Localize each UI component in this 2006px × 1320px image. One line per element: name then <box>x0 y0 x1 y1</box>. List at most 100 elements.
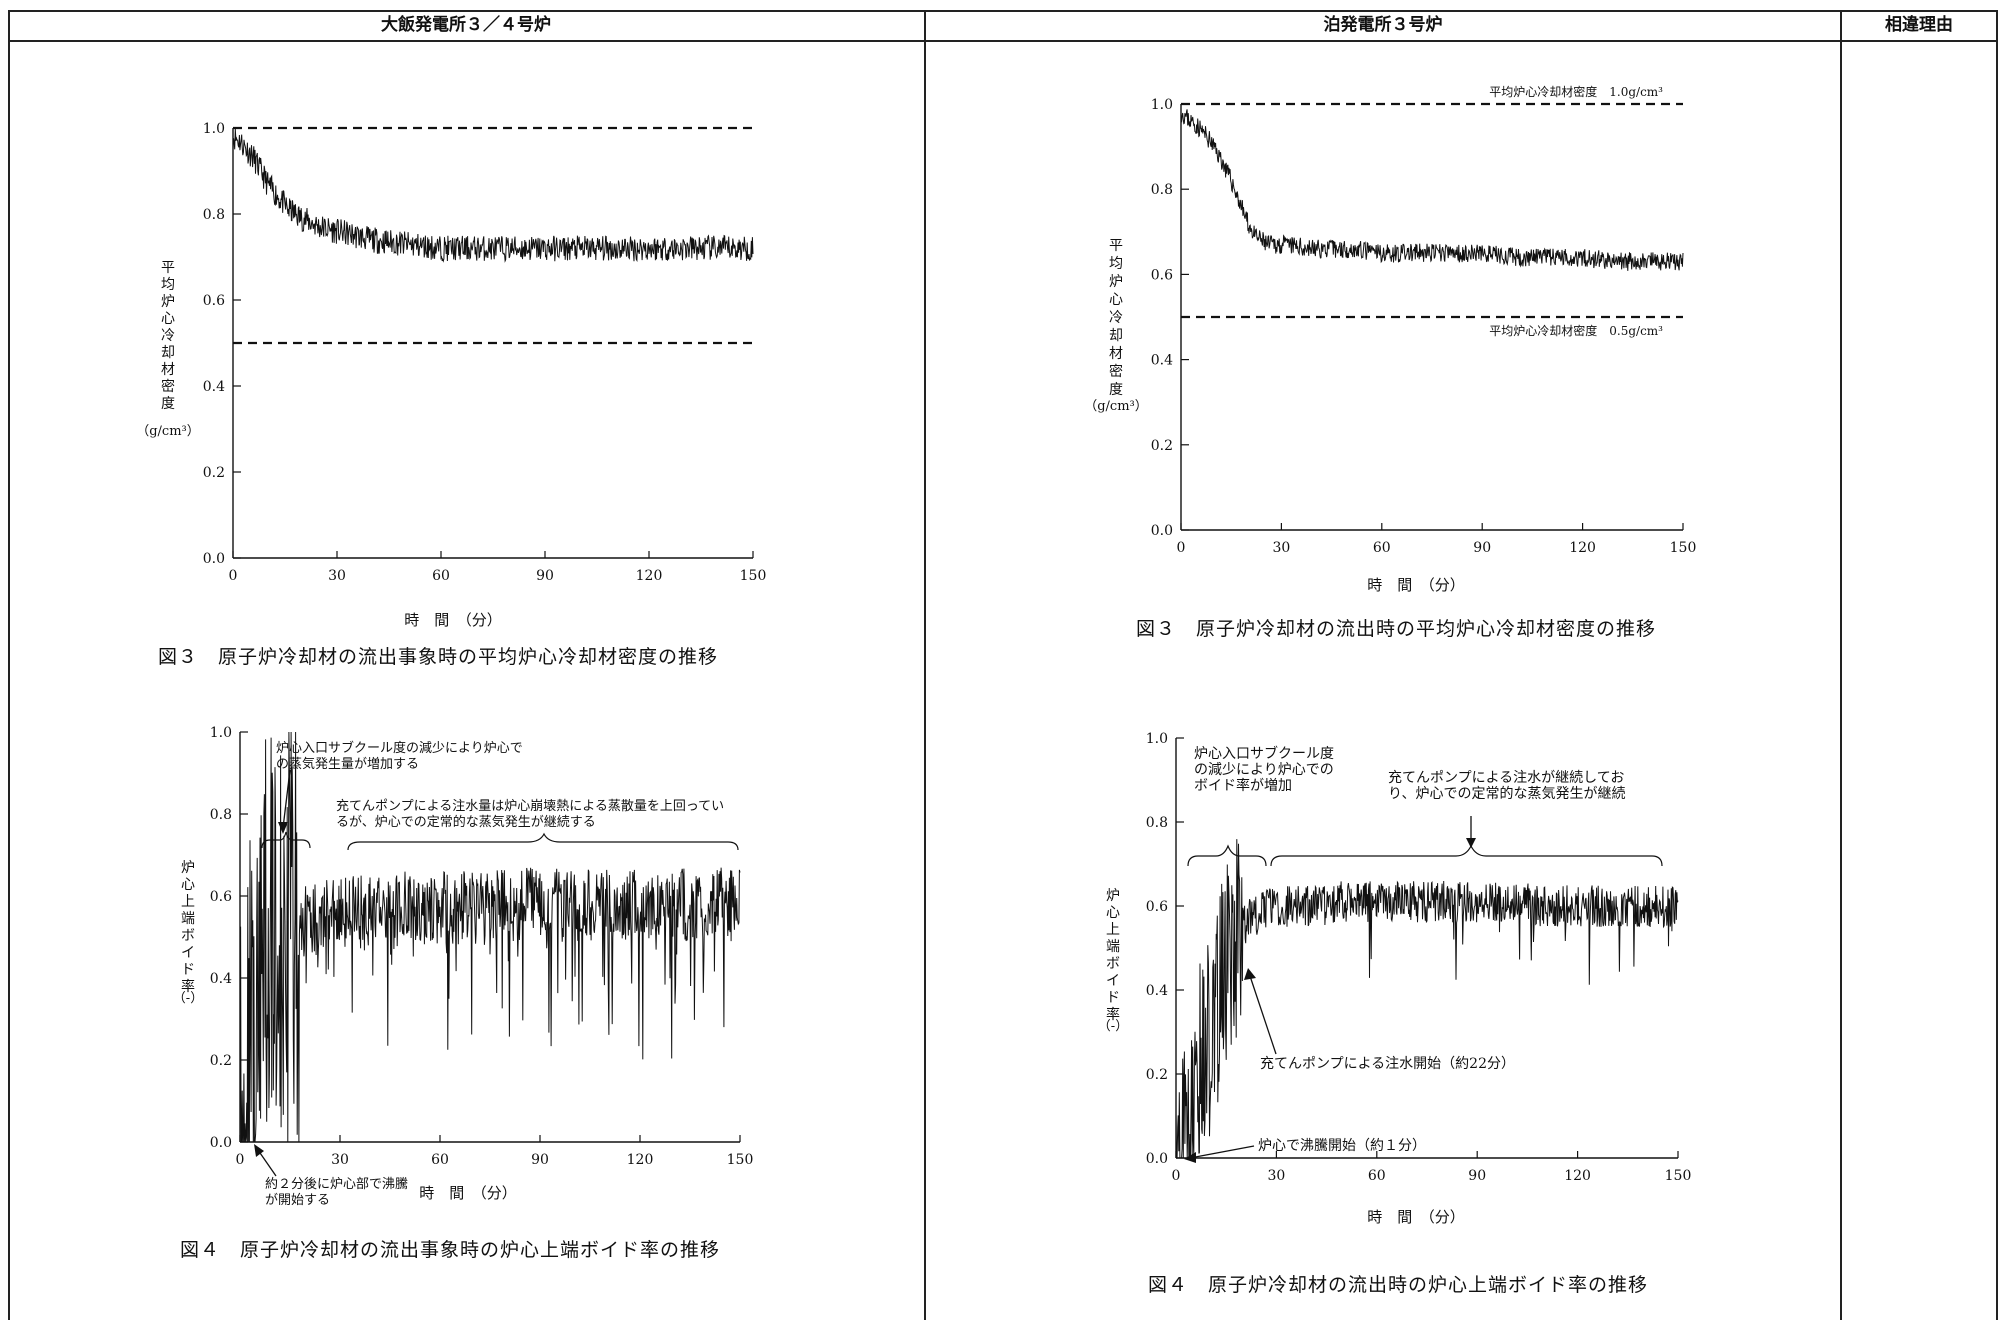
y-tick-label: 0.0 <box>1151 523 1173 539</box>
annotation-brace <box>1270 844 1663 867</box>
annotation-arrowhead <box>1184 1152 1196 1163</box>
series-line <box>239 731 741 1143</box>
y-tick-label: 0.2 <box>210 1053 232 1069</box>
y-tick-label: 1.0 <box>1146 731 1168 747</box>
y-tick-label: 0.2 <box>203 465 225 481</box>
annotation-arrowhead <box>1244 968 1256 980</box>
y-axis-label-char: 平 <box>161 260 175 276</box>
annotation-arrow <box>1189 1145 1255 1159</box>
y-tick-label: 1.0 <box>203 121 225 137</box>
y-axis-label-char: 却 <box>161 345 175 361</box>
annotation-arrowhead <box>1466 838 1476 848</box>
chart-tomari-fig3: 0.0 0.2 0.4 0.6 0.8 1.0 0 30 60 90 120 150 平均炉心冷却材密度… <box>1084 84 1697 594</box>
y-axis-label-char: 心 <box>1109 292 1123 308</box>
table-border-header <box>8 40 1998 42</box>
x-tick-label: 150 <box>740 568 767 584</box>
annotation-text: 炉心入口サブクール度 <box>1194 745 1334 762</box>
x-axis-label: 時 間 （分） <box>404 611 502 629</box>
y-tick-label: 1.0 <box>210 725 232 741</box>
y-axis-unit: （g/cm³） <box>1084 399 1148 414</box>
y-tick-label: 0.4 <box>1151 353 1173 369</box>
y-axis-label-char: 率 <box>181 978 195 995</box>
x-tick-label: 90 <box>1473 540 1491 556</box>
y-axis-label-char: 冷 <box>161 328 175 344</box>
y-tick-label: 0.4 <box>1146 983 1168 999</box>
y-axis-label-char: 度 <box>1109 382 1123 398</box>
annotation-text: の蒸気発生量が増加する <box>276 756 419 772</box>
annotation-arrow <box>1249 975 1277 1055</box>
annotation-arrowhead <box>254 1144 264 1157</box>
y-axis-label-char: 炉 <box>1109 274 1123 290</box>
chart-ohi-fig4: 0.0 0.2 0.4 0.6 0.8 1.0 0 30 60 90 120 150 炉心上端ボイド率（… <box>173 725 754 1208</box>
y-tick-label: 0.8 <box>210 807 232 823</box>
x-tick-label: 0 <box>236 1152 245 1168</box>
chart-ohi-fig3: 0.0 0.2 0.4 0.6 0.8 1.0 0 30 60 90 120 150 平均炉心冷却材密度… <box>136 121 767 629</box>
annotation-text: り、炉心での定常的な蒸気発生が継続 <box>1388 785 1625 802</box>
y-tick-label: 0.2 <box>1151 438 1173 454</box>
annotation-arrow <box>282 769 291 829</box>
y-axis-label-char: イ <box>1106 973 1120 989</box>
y-tick-label: 0.6 <box>1146 899 1168 915</box>
x-tick-label: 60 <box>431 1152 449 1168</box>
y-tick-label: 0.2 <box>1146 1067 1168 1083</box>
y-axis-label-char: ド <box>181 962 195 978</box>
annotation-text: が開始する <box>265 1193 330 1208</box>
chart-tomari-fig4: 0.0 0.2 0.4 0.6 0.8 1.0 0 30 60 90 120 150 炉心上端ボイド率（… <box>1098 731 1692 1226</box>
annotation-arrow <box>257 1149 277 1177</box>
header-tomari: 泊発電所３号炉 <box>1323 15 1443 35</box>
y-axis-label-char: 率 <box>1106 1006 1120 1023</box>
table-border-top <box>8 10 1998 12</box>
annotation-text: るが、炉心での定常的な蒸気発生が継続する <box>336 814 596 830</box>
y-axis-label-char: 炉 <box>161 294 175 310</box>
x-tick-label: 90 <box>536 568 554 584</box>
y-axis-label-char: 度 <box>161 396 175 412</box>
table-border-col1 <box>924 10 926 1320</box>
y-axis-label-char: 心 <box>181 877 195 893</box>
y-axis-label-char: 炉 <box>1106 888 1120 904</box>
caption-ohi-fig4: 図４ 原子炉冷却材の流出事象時の炉心上端ボイド率の推移 <box>180 1239 721 1261</box>
y-tick-label: 0.4 <box>210 971 232 987</box>
y-tick-label: 0.6 <box>1151 267 1173 283</box>
caption-tomari-fig4: 図４ 原子炉冷却材の流出時の炉心上端ボイド率の推移 <box>1148 1274 1649 1296</box>
table-border-left <box>8 10 10 1320</box>
series-line <box>232 128 754 263</box>
top-strip-text <box>0 0 2006 10</box>
annotation-text: 炉心入口サブクール度の減少により炉心で <box>276 740 523 756</box>
x-tick-label: 120 <box>627 1152 654 1168</box>
y-axis-label-char: 上 <box>181 894 195 910</box>
x-tick-label: 90 <box>1468 1168 1486 1184</box>
comparison-table: 大飯発電所３／４号炉 泊発電所３号炉 相違理由 0.0 0.2 0.4 0.6 0.8 1… <box>8 10 1998 1320</box>
table-border-col2 <box>1840 10 1842 1320</box>
reference-line-label: 平均炉心冷却材密度 0.5g/cm³ <box>1489 323 1663 338</box>
y-axis-unit: （g/cm³） <box>136 424 200 439</box>
x-tick-label: 30 <box>331 1152 349 1168</box>
y-tick-label: 0.8 <box>1146 815 1168 831</box>
y-tick-label: 0.4 <box>203 379 225 395</box>
series-line <box>1175 839 1679 1159</box>
y-axis-label-char: ド <box>1106 990 1120 1006</box>
y-tick-label: 0.8 <box>1151 182 1173 198</box>
annotation-text: 充てんポンプによる注水開始（約22分） <box>1260 1056 1515 1072</box>
y-axis-label-char: 材 <box>1109 346 1123 362</box>
y-tick-label: 0.8 <box>203 207 225 223</box>
y-axis-label-char: 炉 <box>181 860 195 876</box>
x-tick-label: 90 <box>531 1152 549 1168</box>
annotation-arrowhead <box>278 822 288 834</box>
y-axis-label-char: 冷 <box>1109 310 1123 326</box>
x-tick-label: 150 <box>1665 1168 1692 1184</box>
annotation-text: ボイド率が増加 <box>1194 777 1292 794</box>
y-axis-label-char: ボ <box>181 928 195 944</box>
y-tick-label: 0.6 <box>210 889 232 905</box>
x-tick-label: 120 <box>1569 540 1596 556</box>
annotation-text: 約２分後に炉心部で沸騰 <box>265 1176 408 1192</box>
y-axis-label-char: 均 <box>161 277 175 293</box>
y-axis-label-char: 密 <box>161 378 175 395</box>
annotation-brace <box>1187 844 1267 867</box>
y-axis-label-char: ボ <box>1106 956 1120 972</box>
x-tick-label: 150 <box>1670 540 1697 556</box>
caption-ohi-fig3: 図３ 原子炉冷却材の流出事象時の平均炉心冷却材密度の推移 <box>158 646 719 668</box>
y-axis-label-char: 均 <box>1109 256 1123 272</box>
series-line <box>1181 109 1684 271</box>
y-axis-unit: （-） <box>1098 1019 1128 1034</box>
x-tick-label: 30 <box>1272 540 1290 556</box>
